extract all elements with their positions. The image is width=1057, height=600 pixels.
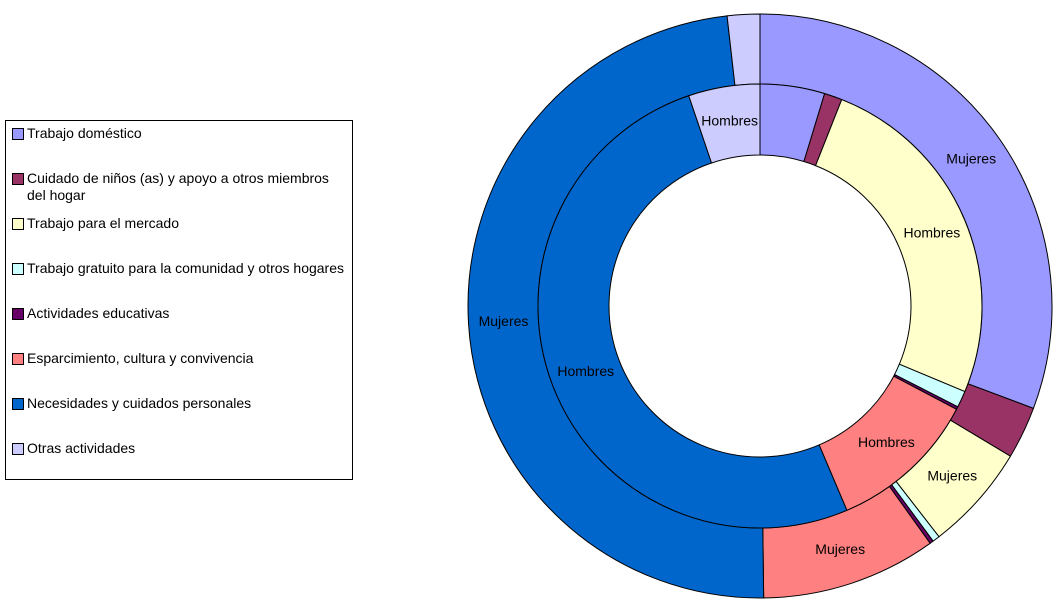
legend-label: Necesidades y cuidados personales (27, 395, 252, 411)
segment-label: Hombres (903, 224, 960, 240)
legend-swatch (12, 308, 24, 320)
legend-label: Actividades educativas (27, 305, 170, 321)
legend: Trabajo doméstico Cuidado de niños (as) y… (5, 120, 353, 480)
legend-swatch (12, 128, 24, 140)
legend-swatch (12, 173, 24, 185)
legend-item: Otras actividades (12, 440, 346, 485)
legend-item: Esparcimiento, cultura y convivencia (12, 350, 346, 395)
legend-label: Cuidado de niños (as) y apoyo a otros mi… (27, 170, 329, 203)
segment-label: Mujeres (815, 541, 865, 557)
legend-item: Trabajo gratuito para la comunidad y otr… (12, 260, 346, 305)
legend-item: Actividades educativas (12, 305, 346, 350)
donut-segment (537, 95, 848, 529)
legend-label: Trabajo gratuito para la comunidad y otr… (27, 260, 344, 276)
legend-item: Trabajo para el mercado (12, 215, 346, 260)
legend-item: Necesidades y cuidados personales (12, 395, 346, 440)
legend-item: Cuidado de niños (as) y apoyo a otros mi… (12, 170, 346, 215)
legend-item: Trabajo doméstico (12, 125, 346, 170)
legend-label: Esparcimiento, cultura y convivencia (27, 350, 254, 366)
segment-label: Hombres (701, 113, 758, 129)
segment-label: Mujeres (946, 150, 996, 166)
segment-label: Hombres (557, 363, 614, 379)
segment-label: Mujeres (927, 467, 977, 483)
legend-swatch (12, 218, 24, 230)
segment-label: Mujeres (479, 313, 529, 329)
segment-label: Hombres (858, 434, 915, 450)
legend-label: Otras actividades (27, 440, 136, 456)
legend-swatch (12, 263, 24, 275)
legend-label: Trabajo para el mercado (27, 215, 180, 231)
legend-swatch (12, 443, 24, 455)
donut-segment (688, 83, 761, 164)
legend-label: Trabajo doméstico (27, 125, 142, 141)
legend-swatch (12, 353, 24, 365)
donut-segment (814, 98, 983, 393)
legend-swatch (12, 398, 24, 410)
